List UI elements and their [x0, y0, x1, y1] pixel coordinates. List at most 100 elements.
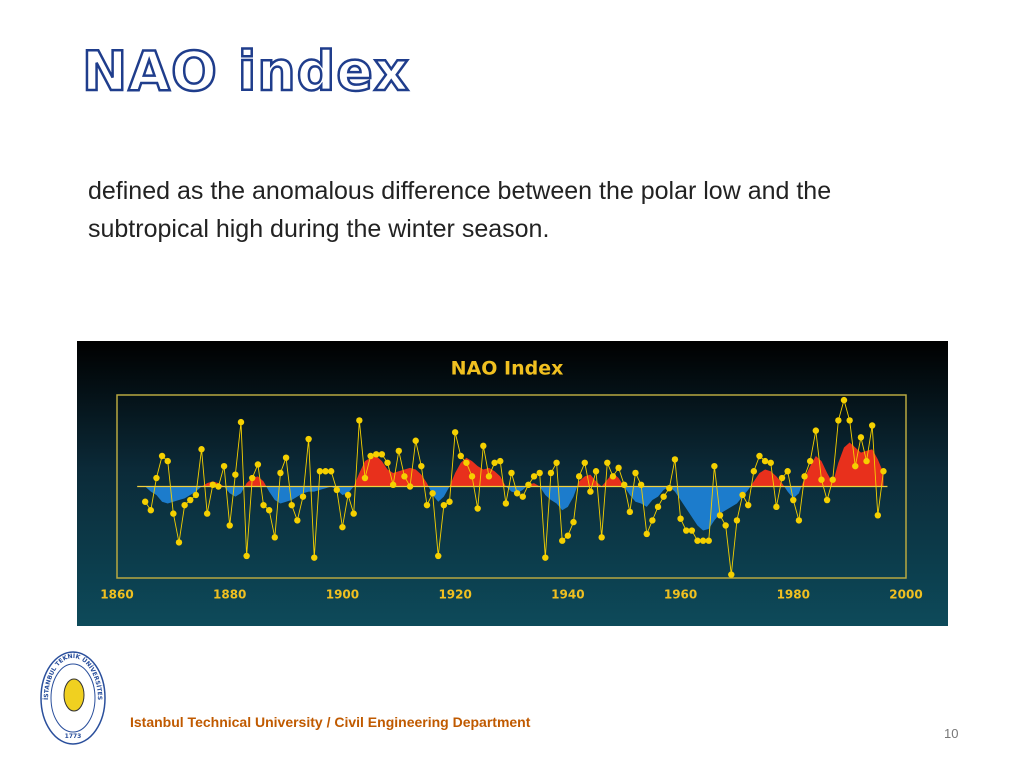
x-tick-label: 1960	[664, 588, 697, 602]
logo: İSTANBUL TEKNİK ÜNİVERSİTESİ 1773	[38, 650, 106, 745]
index-point	[671, 456, 679, 463]
x-tick-label: 1980	[777, 588, 810, 602]
index-point	[480, 442, 487, 450]
x-tick-label: 1860	[100, 588, 133, 602]
index-point	[435, 552, 442, 560]
index-point	[559, 537, 566, 544]
index-point	[361, 474, 369, 482]
index-point	[277, 469, 284, 477]
index-point	[733, 517, 741, 524]
index-point	[654, 503, 662, 511]
index-point	[784, 468, 791, 475]
index-point	[147, 507, 155, 514]
index-point	[249, 474, 256, 482]
index-point	[192, 491, 200, 499]
index-point	[683, 527, 690, 534]
index-point	[846, 417, 853, 424]
index-point	[694, 537, 701, 544]
index-point	[395, 447, 402, 455]
logo-bee	[63, 678, 85, 712]
index-point	[203, 510, 211, 517]
index-point	[750, 468, 758, 475]
index-point	[739, 491, 746, 499]
index-point	[773, 503, 780, 511]
index-point	[806, 457, 814, 465]
index-point	[356, 417, 363, 424]
index-point	[542, 554, 549, 561]
index-point	[282, 454, 290, 461]
index-point	[187, 496, 194, 504]
index-point	[649, 517, 656, 524]
index-point	[812, 427, 820, 434]
index-point	[711, 462, 718, 470]
index-point	[835, 417, 842, 424]
index-point	[491, 459, 498, 466]
index-point	[795, 517, 803, 524]
index-point	[265, 507, 273, 514]
index-point	[790, 496, 797, 504]
index-point	[350, 510, 357, 517]
index-point	[497, 457, 504, 465]
index-point	[592, 468, 600, 475]
index-point	[823, 496, 831, 504]
index-point	[880, 468, 887, 475]
index-point	[406, 483, 414, 490]
index-point	[536, 469, 543, 477]
index-point	[429, 490, 436, 497]
index-point	[525, 481, 532, 489]
index-point	[322, 468, 329, 475]
index-point	[767, 459, 774, 466]
index-point	[260, 501, 267, 509]
index-point	[389, 481, 397, 489]
index-point	[311, 554, 318, 561]
index-point	[829, 476, 836, 483]
index-point	[722, 522, 729, 529]
index-point	[175, 539, 183, 546]
x-tick-label: 2000	[889, 588, 922, 602]
index-point	[384, 459, 391, 466]
index-point	[412, 437, 419, 444]
index-point	[316, 468, 324, 475]
index-point	[598, 534, 605, 541]
index-point	[418, 462, 425, 470]
page-number: 10	[944, 726, 959, 741]
index-point	[587, 488, 594, 495]
index-point	[401, 473, 408, 480]
index-point	[513, 490, 521, 497]
index-point	[688, 527, 696, 534]
x-tick-label: 1900	[326, 588, 359, 602]
index-point	[801, 473, 808, 480]
index-point	[294, 517, 301, 524]
index-point	[643, 530, 650, 538]
index-point	[153, 474, 160, 482]
slide-title: NAO index	[81, 39, 410, 105]
index-point	[333, 486, 340, 494]
index-point	[446, 498, 453, 505]
index-point	[254, 461, 262, 468]
index-point	[626, 508, 634, 516]
index-point	[209, 481, 217, 489]
index-point	[457, 452, 464, 460]
index-point	[288, 501, 295, 509]
index-point	[874, 512, 882, 519]
chart-title: NAO Index	[451, 358, 564, 380]
index-point	[485, 473, 493, 480]
index-point	[141, 498, 149, 505]
index-point	[215, 483, 222, 490]
index-point	[756, 452, 763, 460]
index-point	[863, 457, 870, 465]
index-point	[728, 571, 735, 578]
index-point	[373, 451, 380, 458]
index-point	[378, 451, 386, 458]
logo-year: 1773	[65, 733, 82, 740]
index-point	[581, 459, 588, 466]
index-point	[778, 474, 786, 482]
index-point	[220, 462, 228, 470]
index-point	[666, 484, 673, 492]
index-point	[451, 429, 459, 436]
index-point	[519, 493, 526, 500]
index-point	[226, 522, 233, 529]
index-point	[530, 473, 538, 480]
index-point	[463, 459, 470, 466]
